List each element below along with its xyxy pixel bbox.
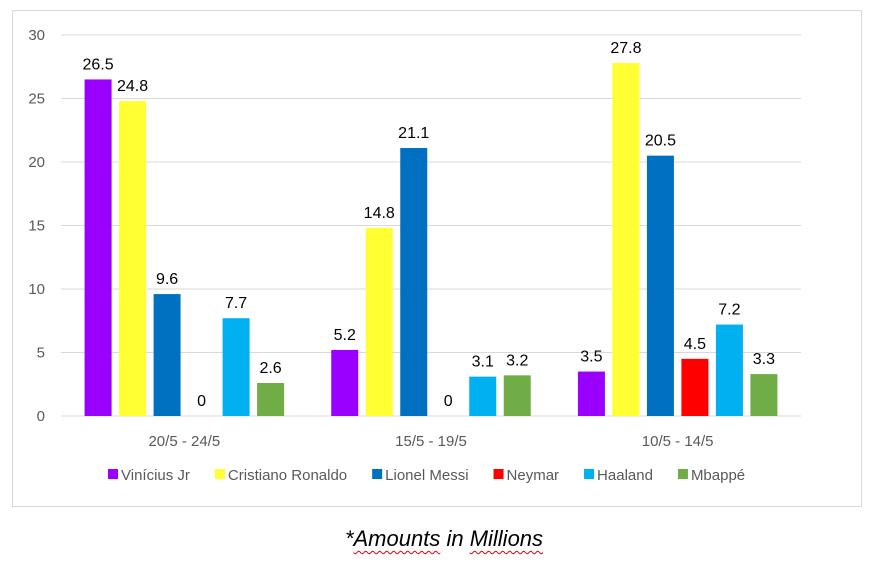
legend-label: Vinícius Jr	[121, 467, 190, 484]
bar	[119, 101, 147, 416]
caption-note: *Amounts in Millions	[0, 526, 888, 552]
legend-swatch	[214, 469, 225, 479]
y-axis-ticks: 0 5 10 15 20 25 30	[28, 27, 45, 425]
y-tick-label: 30	[28, 27, 45, 44]
bar	[681, 358, 709, 416]
legend-swatch	[372, 469, 383, 479]
chart-area: 0 5 10 15 20 25 30 26.5 24.8 9.6 0 7.7 2.6 5.2 14.8 21…	[12, 10, 862, 507]
data-label: 2.6	[259, 360, 281, 377]
data-label: 3.3	[753, 351, 775, 368]
legend: Vinícius Jr Cristiano Ronaldo Lionel Messi…	[108, 467, 745, 484]
y-tick-label: 25	[28, 91, 45, 108]
bar	[469, 376, 497, 416]
bars	[84, 62, 778, 416]
data-label: 3.5	[580, 349, 602, 366]
bar	[750, 374, 778, 416]
bar	[400, 148, 428, 416]
data-label: 3.1	[472, 354, 494, 371]
legend-swatch	[493, 469, 504, 479]
bar	[612, 62, 640, 416]
data-label: 14.8	[364, 205, 395, 222]
legend-swatch	[677, 469, 688, 479]
data-label: 0	[197, 393, 206, 410]
data-label: 27.8	[610, 40, 641, 57]
data-label: 20.5	[645, 133, 676, 150]
bar	[365, 228, 393, 416]
y-tick-label: 10	[28, 281, 45, 298]
bar	[503, 375, 531, 416]
data-label: 3.2	[506, 352, 528, 369]
data-label: 5.2	[334, 327, 356, 344]
bar-chart: 0 5 10 15 20 25 30 26.524.8 9.6 0 7.7 2.6 5.2 14.8 21…	[28, 27, 801, 484]
y-tick-label: 15	[28, 218, 45, 235]
data-label: 0	[444, 393, 453, 410]
data-label: 7.7	[225, 295, 247, 312]
legend-swatch	[584, 469, 595, 479]
data-label: 9.6	[156, 271, 178, 288]
bar	[153, 294, 181, 416]
legend-label: Cristiano Ronaldo	[228, 467, 347, 484]
legend-label: Lionel Messi	[385, 467, 468, 484]
data-label: 7.2	[718, 302, 740, 319]
bar	[646, 155, 674, 416]
bar	[84, 79, 112, 416]
data-label: 4.5	[684, 336, 706, 353]
legend-label: Haaland	[597, 467, 653, 484]
bar	[222, 318, 250, 416]
data-labels: 26.524.8 9.6 0 7.7 2.6 5.2 14.8 21.1 0 3.1 3.2 3.5 2…	[83, 40, 776, 410]
y-tick-label: 0	[37, 408, 45, 425]
caption-word-in: in	[440, 526, 470, 551]
y-tick-label: 5	[37, 345, 45, 362]
legend-label: Neymar	[507, 467, 560, 484]
caption-word-amounts: Amounts	[353, 526, 441, 551]
legend-label: Mbappé	[691, 467, 745, 484]
y-tick-label: 20	[28, 154, 45, 171]
x-axis-categories: 20/5 - 24/5 15/5 - 19/5 10/5 - 14/5	[148, 433, 713, 450]
gridlines	[61, 34, 801, 417]
category-label: 10/5 - 14/5	[642, 433, 714, 450]
category-label: 20/5 - 24/5	[148, 433, 220, 450]
bar	[257, 382, 285, 416]
data-label: 26.5	[83, 56, 114, 73]
caption-word-millions: Millions	[469, 526, 544, 551]
data-label: 24.8	[117, 78, 148, 95]
data-label: 21.1	[398, 125, 429, 142]
bar	[715, 324, 743, 416]
category-label: 15/5 - 19/5	[395, 433, 467, 450]
caption-asterisk: *	[344, 526, 354, 551]
bar	[331, 349, 359, 416]
legend-swatch	[108, 469, 118, 479]
bar	[577, 371, 605, 416]
